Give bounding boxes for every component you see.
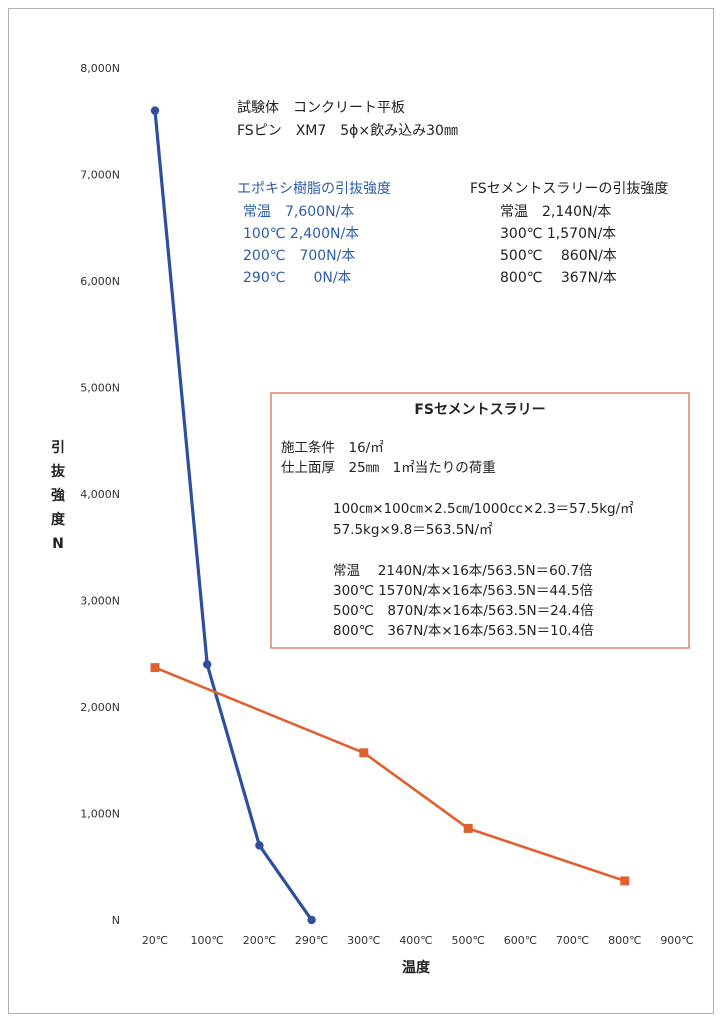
data-point-epoxy [255, 841, 264, 850]
x-tick-label: 600℃ [504, 934, 537, 947]
epoxy-note-row: 290℃ 0N/本 [243, 270, 352, 286]
cement-note-row: 500℃ 860N/本 [500, 248, 617, 264]
epoxy-note-row: 100℃ 2,400N/本 [243, 226, 359, 242]
y-axis-title-char: 強 [51, 487, 65, 504]
calc-line: 57.5kg×9.8＝563.5N/㎡ [333, 522, 493, 538]
x-tick-label: 200℃ [243, 934, 276, 947]
y-axis-title-char: 抜 [51, 463, 66, 480]
calc-line: 800℃ 367N/本×16本/563.5N＝10.4倍 [333, 623, 594, 639]
calc-line: 常温 2140N/本×16本/563.5N＝60.7倍 [333, 563, 593, 579]
calc-line: 100㎝×100㎝×2.5㎝/1000cc×2.3＝57.5kg/㎡ [333, 501, 634, 517]
y-tick-label: 6,000N [80, 275, 120, 288]
series-line-cement [154, 666, 626, 883]
y-tick-label: 3,000N [80, 595, 120, 608]
header-line-1: 試験体 コンクリート平板 [237, 100, 405, 116]
cement-note-row: 800℃ 367N/本 [500, 270, 617, 286]
x-tick-label: 300℃ [347, 934, 380, 947]
page-frame [8, 8, 714, 1014]
calc-line: 300℃ 1570N/本×16本/563.5N＝44.5倍 [333, 583, 593, 599]
y-tick-label: 5,000N [80, 382, 120, 395]
y-tick-label: N [112, 914, 120, 927]
y-axis-title-char: N [52, 536, 64, 552]
data-point-cement [150, 663, 160, 673]
data-series [150, 106, 630, 925]
epoxy-note-row: 200℃ 700N/本 [243, 248, 355, 264]
x-tick-label: 900℃ [660, 934, 693, 947]
cement-note-row: 常温 2,140N/本 [500, 204, 611, 220]
cement-note-title: FSセメントスラリーの引抜強度 [470, 181, 668, 197]
y-axis-title-char: 引 [51, 440, 65, 456]
data-point-cement [463, 823, 473, 833]
calculation-box-title: FSセメントスラリー [414, 402, 545, 418]
data-point-epoxy [307, 915, 316, 925]
calc-line: 500℃ 870N/本×16本/563.5N＝24.4倍 [333, 603, 594, 619]
series-line-epoxy [153, 110, 313, 921]
y-axis-ticks: N 1,000N 2,000N 3,000N 4,000N 5,000N 6,000N 7,0… [80, 62, 120, 927]
y-tick-label: 4,000N [80, 488, 120, 501]
data-point-cement [359, 748, 369, 758]
epoxy-note-title: エポキシ樹脂の引抜強度 [237, 181, 391, 197]
y-tick-label: 8,000N [80, 62, 120, 75]
x-tick-label: 100℃ [191, 934, 224, 947]
calculation-box [270, 392, 690, 649]
x-axis-title: 温度 [402, 959, 431, 976]
y-axis-title-char: 度 [51, 511, 66, 528]
epoxy-note-row: 常温 7,600N/本 [243, 204, 354, 220]
y-tick-label: 7,000N [80, 169, 120, 182]
data-point-epoxy [203, 660, 212, 669]
x-tick-label: 290℃ [295, 934, 328, 947]
x-tick-label: 700℃ [556, 934, 589, 947]
calc-line: 施工条件 16/㎡ [281, 439, 384, 456]
calc-line: 仕上面厚 25㎜ 1㎡当たりの荷重 [281, 460, 496, 476]
x-axis-ticks: 20℃ 100℃ 200℃ 290℃ 300℃ 400℃ 500℃ 600℃ 700℃ 800℃ 9… [142, 934, 694, 947]
header-line-2: FSピン XM7 5ϕ×飲み込み30㎜ [237, 123, 458, 139]
x-tick-label: 800℃ [608, 934, 641, 947]
cement-note-row: 300℃ 1,570N/本 [500, 226, 616, 242]
data-point-cement [620, 876, 630, 886]
data-point-epoxy [150, 106, 160, 115]
y-tick-label: 1,000N [80, 808, 120, 821]
x-tick-label: 20℃ [142, 934, 168, 947]
x-tick-label: 400℃ [399, 934, 432, 947]
x-tick-label: 500℃ [452, 934, 485, 947]
y-tick-label: 2,000N [80, 701, 120, 714]
